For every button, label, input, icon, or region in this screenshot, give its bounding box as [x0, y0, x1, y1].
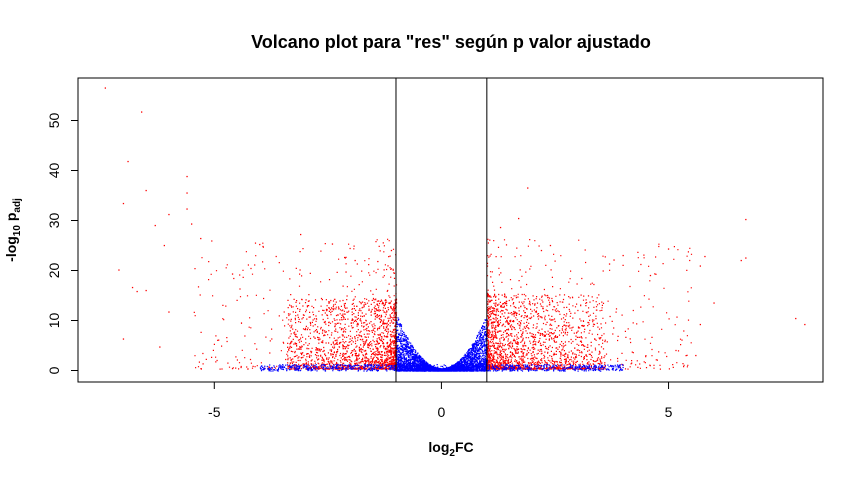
data-point	[745, 218, 747, 221]
data-point	[127, 160, 129, 163]
data-point	[186, 192, 188, 194]
y-tick-label: 40	[46, 163, 62, 179]
y-tick-label: 20	[46, 263, 62, 279]
y-tick-label: 50	[46, 113, 62, 129]
data-point	[699, 323, 701, 326]
data-point	[527, 187, 529, 189]
data-point	[695, 354, 697, 357]
data-point	[145, 289, 147, 292]
data-point	[186, 175, 188, 178]
x-axis: -5 0 5	[208, 381, 673, 420]
data-point	[608, 263, 611, 265]
y-tick-label: 10	[46, 313, 62, 329]
data-point	[200, 237, 202, 240]
point-cloud	[259, 364, 624, 372]
data-point	[540, 249, 543, 252]
data-point	[613, 259, 615, 261]
data-point	[390, 249, 393, 252]
data-point	[740, 259, 742, 262]
data-points	[104, 87, 806, 357]
data-point	[699, 265, 701, 267]
plot-frame	[77, 77, 824, 383]
data-point	[163, 244, 165, 247]
threshold-lines	[395, 78, 488, 382]
data-point	[804, 323, 806, 326]
data-point	[259, 243, 261, 246]
data-point	[300, 233, 302, 236]
data-point	[145, 189, 147, 192]
data-point	[191, 223, 193, 225]
data-point	[131, 286, 134, 289]
data-point	[713, 302, 715, 304]
data-point	[667, 248, 670, 250]
x-tick-label: -5	[208, 404, 221, 420]
dense-point-clouds	[193, 238, 693, 372]
point-cloud	[287, 298, 398, 370]
point-cloud	[486, 293, 606, 370]
data-point	[154, 224, 156, 227]
data-point	[122, 202, 125, 205]
y-axis-label: -log10 padj	[3, 198, 23, 262]
data-point	[377, 260, 379, 263]
data-point	[186, 208, 188, 210]
data-point	[649, 274, 652, 277]
data-point	[136, 290, 138, 293]
data-point	[345, 271, 347, 273]
x-tick-label: 0	[438, 404, 446, 420]
data-point	[354, 259, 356, 262]
y-tick-label: 0	[46, 366, 62, 374]
chart-title: Volcano plot para "res" según p valor aj…	[251, 32, 651, 52]
data-point	[331, 243, 334, 245]
data-point	[118, 269, 120, 271]
x-axis-label: log2FC	[428, 439, 473, 459]
data-point	[104, 87, 106, 89]
data-point	[122, 338, 125, 340]
data-point	[549, 244, 552, 247]
data-point	[499, 226, 502, 229]
data-point	[168, 213, 170, 216]
data-point	[168, 311, 170, 313]
data-point	[622, 254, 624, 257]
point-cloud	[396, 317, 488, 372]
data-point	[745, 257, 747, 259]
y-axis: 0 10 20 30 40 50	[46, 113, 79, 374]
data-point	[795, 317, 797, 320]
data-point	[231, 273, 234, 275]
data-point	[159, 346, 161, 348]
x-tick-label: 5	[665, 404, 673, 420]
data-point	[141, 111, 143, 113]
point-cloud	[193, 238, 398, 370]
y-tick-label: 30	[46, 213, 62, 229]
data-point	[518, 217, 520, 220]
data-point	[704, 255, 706, 258]
